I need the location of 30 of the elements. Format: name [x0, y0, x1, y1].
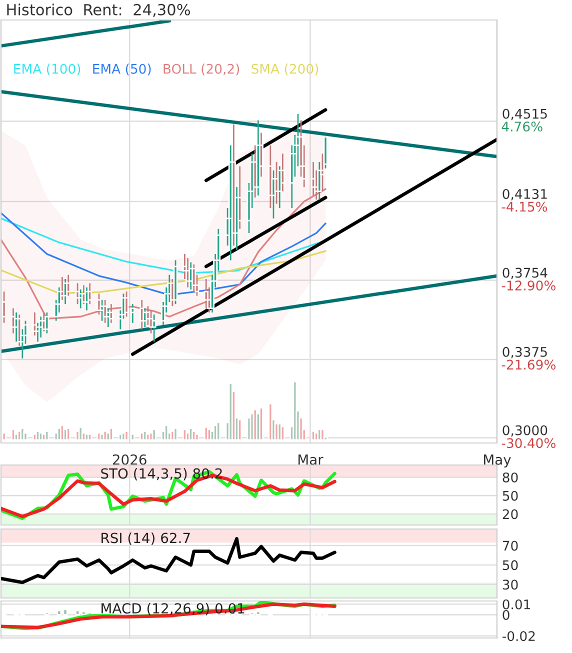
- y2-tick-label: 4.76%: [502, 122, 542, 132]
- chart-title: RSI (14) 62.7: [102, 532, 190, 545]
- y-tick-label: -0.02: [502, 631, 535, 642]
- y-tick-label: 50: [502, 490, 518, 501]
- x-tick-label: Mar: [298, 454, 324, 465]
- text: EMA (50): [93, 64, 151, 76]
- y-tick-label: 50: [502, 560, 518, 570]
- x-tick-label: May: [484, 454, 511, 468]
- y-tick-label: 0,4515: [502, 108, 547, 120]
- y2-tick-label: -21.69%: [502, 360, 556, 370]
- y-tick-label: 0,3754: [502, 268, 548, 280]
- y-tick-label: 0,4131: [502, 188, 547, 200]
- y2-tick-label: -30.40%: [502, 438, 556, 448]
- y2-tick-label: -12.90%: [502, 280, 556, 291]
- chart-title: STO (14,3,5) 80.2: [101, 468, 222, 480]
- y-tick-label: 30: [502, 580, 518, 590]
- text: BOLL (20,2): [164, 64, 240, 76]
- y-tick-label: 80: [502, 472, 518, 482]
- y-tick-label: 0.01: [502, 599, 530, 610]
- chart-title: MACD (12,26,9) 0.01: [102, 602, 244, 616]
- y-tick-label: 70: [502, 540, 518, 551]
- text: EMA (100): [14, 64, 80, 76]
- y-tick-label: 0,3375: [502, 346, 547, 358]
- y-tick-label: 0: [502, 610, 510, 620]
- text: SMA (200): [252, 64, 318, 76]
- y-tick-label: 20: [502, 509, 518, 520]
- y-tick-label: 0,3000: [502, 425, 548, 437]
- x-tick-label: 2026: [112, 454, 146, 465]
- y2-tick-label: -4.15%: [502, 202, 548, 212]
- chart-title: Historico Rent: 24,30%: [7, 4, 190, 17]
